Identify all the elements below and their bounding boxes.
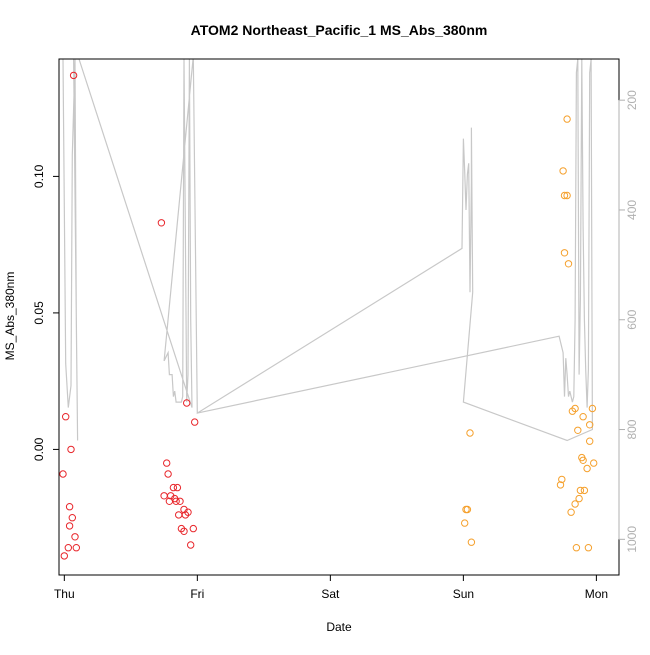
y2-tick-label: 800 — [625, 419, 639, 439]
data-point — [579, 413, 587, 421]
data-point — [191, 418, 199, 426]
data-point — [69, 71, 78, 80]
data-point — [590, 459, 598, 467]
data-point — [163, 459, 171, 467]
data-point — [160, 492, 168, 500]
data-point — [560, 191, 569, 200]
y-tick-label: 0.05 — [32, 301, 46, 325]
y2-tick-label: 400 — [625, 200, 639, 220]
data-point — [586, 421, 594, 429]
plot-frame — [58, 58, 620, 576]
points-layer — [59, 71, 598, 560]
depth-line — [62, 59, 594, 442]
y-tick-label: 0.00 — [32, 437, 46, 461]
data-point — [72, 544, 81, 552]
data-point — [559, 167, 567, 175]
data-point — [187, 541, 195, 549]
data-point — [467, 538, 476, 546]
y-axis-label: MS_Abs_380nm — [3, 272, 17, 361]
data-point — [588, 404, 597, 413]
data-point — [71, 533, 79, 541]
data-point — [61, 413, 70, 421]
data-point — [65, 503, 74, 511]
data-point — [575, 494, 583, 503]
data-point — [579, 456, 587, 464]
data-point — [583, 464, 591, 473]
data-point — [64, 544, 73, 552]
data-point — [59, 470, 67, 478]
data-point — [169, 483, 178, 492]
data-point — [189, 524, 198, 533]
x-tick-label: Mon — [585, 587, 608, 601]
data-point — [564, 260, 573, 268]
data-point — [580, 486, 589, 495]
x-tick-label: Fri — [190, 587, 204, 601]
data-point — [556, 481, 565, 489]
data-point — [574, 426, 582, 434]
x-axis-label: Date — [326, 620, 352, 634]
data-point — [586, 437, 594, 445]
data-point — [571, 404, 579, 413]
data-point — [60, 552, 69, 560]
data-point — [571, 500, 579, 508]
data-point — [558, 475, 566, 484]
data-point — [68, 514, 77, 522]
x-tick-label: Thu — [54, 587, 75, 601]
data-point — [157, 219, 166, 227]
data-point — [173, 483, 182, 492]
data-point — [184, 508, 192, 516]
y2-tick-label: 1000 — [625, 526, 639, 553]
y2-tick-label: 600 — [625, 309, 639, 329]
data-point — [463, 505, 472, 514]
data-point — [172, 497, 180, 505]
data-point — [183, 399, 191, 407]
data-point — [560, 249, 569, 257]
data-point — [563, 115, 571, 123]
data-point — [572, 544, 581, 552]
data-point — [164, 470, 172, 478]
x-axis: Thu Fri Sat Sun Mon — [54, 574, 608, 601]
x-tick-label: Sat — [321, 587, 340, 601]
x-tick-label: Sun — [453, 587, 474, 601]
depth-line-layer — [62, 59, 594, 442]
data-point — [67, 445, 75, 454]
data-point — [584, 544, 593, 552]
data-point — [65, 522, 74, 530]
data-point — [576, 486, 585, 495]
right-depth-axis: 200 400 600 800 1000 — [618, 90, 639, 553]
data-point — [175, 511, 183, 519]
data-point — [176, 497, 184, 505]
y-axis: 0.00 0.05 0.10 — [32, 164, 60, 461]
data-point — [180, 527, 188, 535]
data-point — [461, 519, 469, 527]
data-point — [466, 429, 474, 437]
data-point — [567, 508, 575, 516]
y-tick-label: 0.10 — [32, 164, 46, 188]
chart-title: ATOM2 Northeast_Pacific_1 MS_Abs_380nm — [191, 22, 488, 38]
data-point — [563, 191, 571, 200]
y2-tick-label: 200 — [625, 90, 639, 110]
